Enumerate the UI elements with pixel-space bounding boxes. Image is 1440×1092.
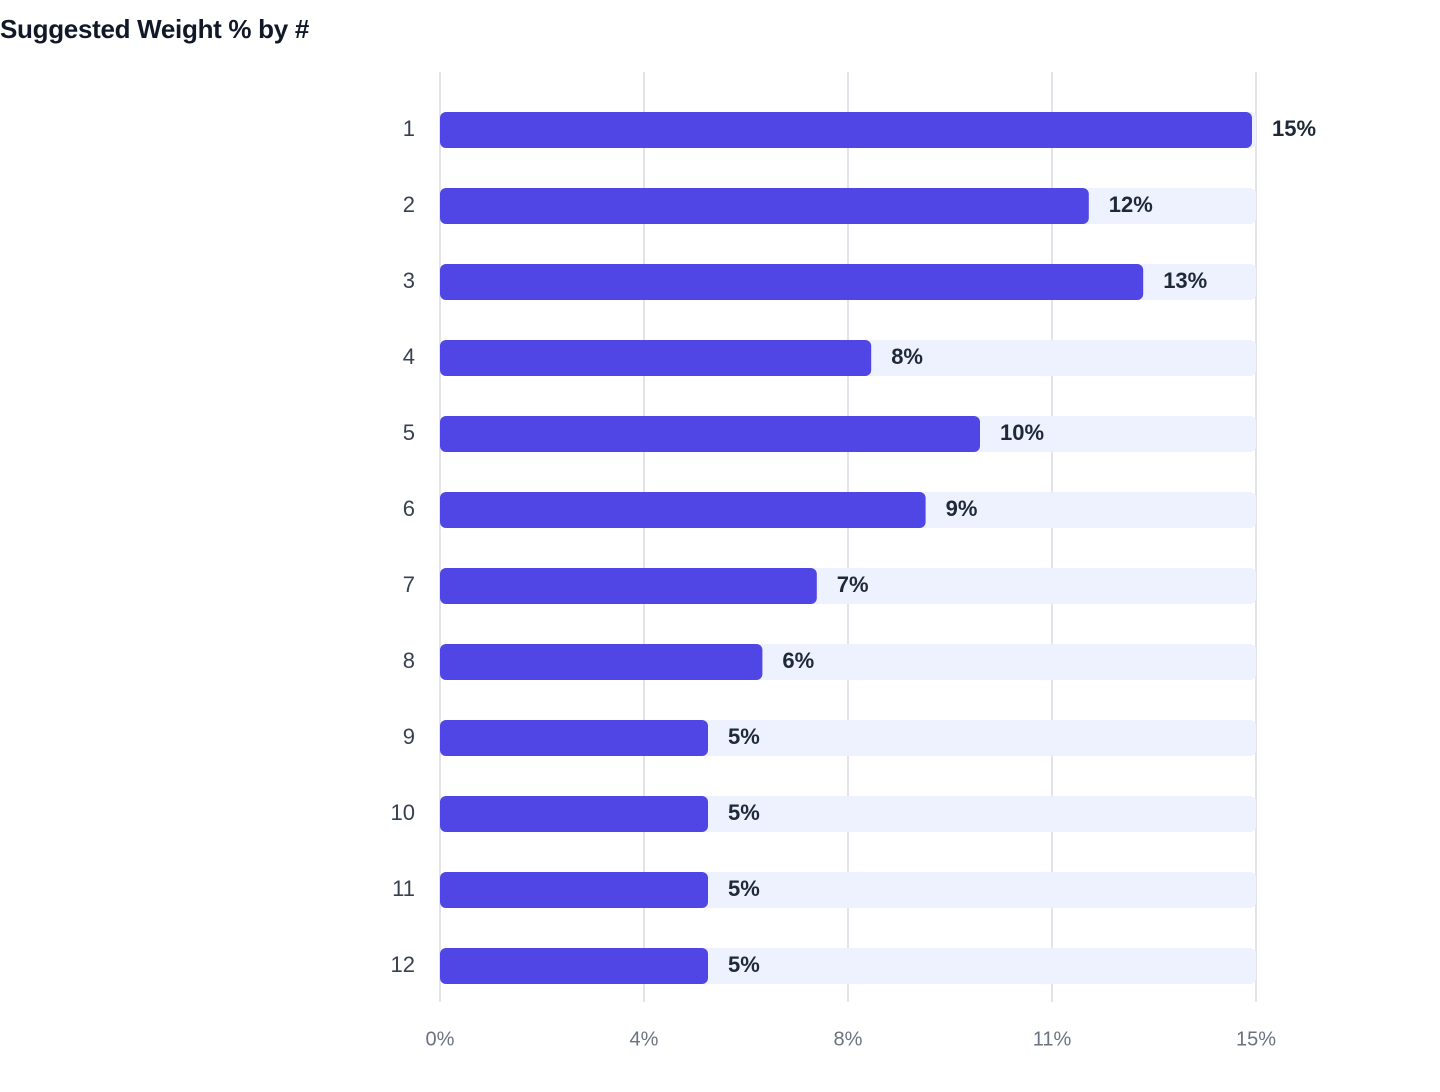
value-label: 7%	[837, 572, 869, 597]
bar	[440, 720, 708, 756]
bar	[440, 416, 980, 452]
category-label: 3	[403, 268, 415, 293]
bar	[440, 340, 872, 376]
category-label: 4	[403, 344, 415, 369]
category-label: 12	[391, 952, 415, 977]
value-label: 15%	[1272, 116, 1316, 141]
category-label: 8	[403, 648, 415, 673]
value-label: 13%	[1163, 268, 1207, 293]
x-tick-label: 15%	[1236, 1028, 1276, 1050]
bar	[440, 492, 926, 528]
category-label: 5	[403, 420, 415, 445]
value-label: 5%	[728, 876, 760, 901]
category-label: 10	[391, 800, 415, 825]
category-label: 9	[403, 724, 415, 749]
bar	[440, 568, 817, 604]
value-label: 8%	[891, 344, 923, 369]
value-label: 6%	[782, 648, 814, 673]
category-label: 6	[403, 496, 415, 521]
x-tick-label: 4%	[630, 1028, 659, 1050]
category-label: 11	[392, 876, 415, 901]
bar	[440, 112, 1252, 148]
value-label: 9%	[946, 496, 978, 521]
x-tick-label: 11%	[1033, 1028, 1072, 1050]
x-axis-tick-labels: 0% 4% 8% 11% 15%	[426, 1028, 1277, 1050]
chart-title: Suggested Weight % by #	[0, 14, 309, 44]
category-label: 1	[403, 116, 415, 141]
bar	[440, 948, 708, 984]
grid-lines	[439, 72, 1257, 1002]
value-labels: 15% 12% 13% 8% 10% 9% 7% 6% 5% 5% 5% 5%	[728, 116, 1316, 977]
value-label: 5%	[728, 724, 760, 749]
category-label: 2	[403, 192, 415, 217]
value-label: 5%	[728, 952, 760, 977]
x-tick-label: 8%	[834, 1028, 863, 1050]
bar	[440, 188, 1089, 224]
x-tick-label: 0%	[426, 1028, 455, 1050]
bar	[440, 796, 708, 832]
bars	[440, 112, 1252, 984]
bar	[440, 644, 763, 680]
value-label: 10%	[1000, 420, 1044, 445]
bar	[440, 264, 1144, 300]
value-label: 5%	[728, 800, 760, 825]
bar	[440, 872, 708, 908]
value-label: 12%	[1109, 192, 1153, 217]
category-label: 7	[403, 572, 415, 597]
